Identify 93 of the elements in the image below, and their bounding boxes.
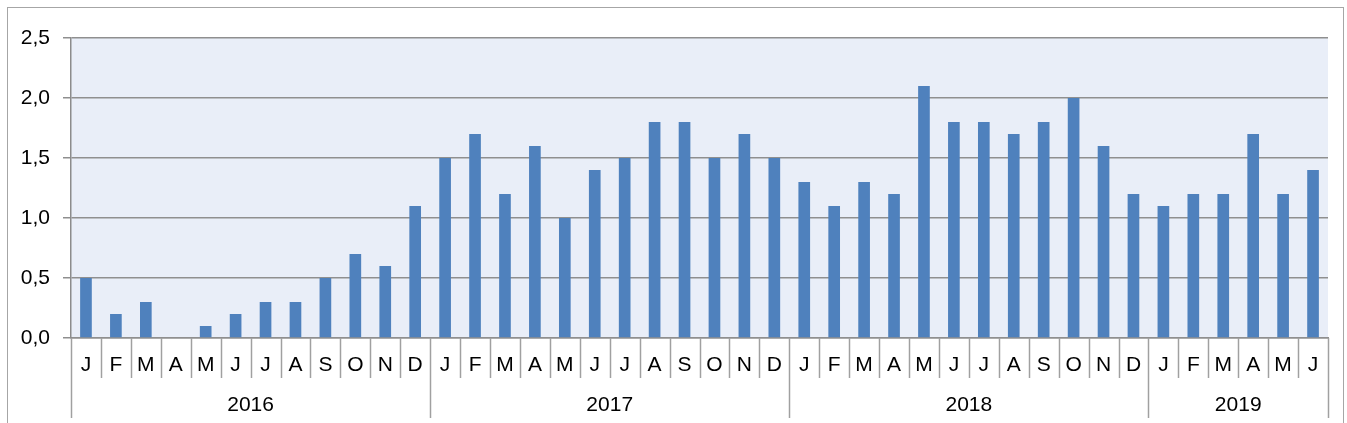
x-tick-label: S: [1036, 352, 1051, 376]
x-tick-label: J: [589, 352, 600, 376]
x-tick-label: F: [468, 352, 482, 376]
bar: [1307, 170, 1319, 338]
x-tick-label: J: [948, 352, 960, 376]
x-tick-label: D: [766, 352, 782, 376]
x-tick-label: M: [1274, 352, 1292, 376]
x-tick-label: J: [619, 352, 630, 376]
x-tick-label: O: [347, 352, 364, 376]
x-tick-label: M: [915, 352, 933, 376]
x-tick-label: J: [799, 352, 810, 376]
bar: [1037, 122, 1050, 338]
bar: [319, 278, 332, 338]
bar: [1007, 134, 1020, 338]
bar: [1217, 194, 1230, 338]
bar: [648, 122, 661, 338]
x-tick-label: A: [527, 352, 542, 376]
bar: [1097, 146, 1110, 338]
text: 2018: [945, 391, 993, 415]
y-tick-label: 0,0: [20, 324, 50, 348]
bar: [229, 314, 242, 338]
bar: [1277, 194, 1289, 338]
bar: [409, 206, 422, 338]
x-tick-label: A: [1246, 352, 1261, 376]
y-tick-label: 1,5: [20, 144, 50, 168]
x-tick-label: J: [260, 352, 271, 376]
x-tick-label: N: [377, 352, 393, 376]
bar: [888, 194, 900, 338]
x-tick-label: F: [1186, 352, 1200, 376]
x-tick-label: F: [109, 352, 123, 376]
y-tick-label: 2,5: [20, 24, 50, 48]
bar: [529, 146, 541, 338]
x-tick-label: J: [1158, 352, 1169, 376]
x-tick-label: J: [439, 352, 451, 376]
bar: [768, 158, 781, 338]
bar: [1157, 206, 1170, 338]
bar: [1187, 194, 1200, 338]
bar: [618, 158, 631, 338]
x-tick-label: N: [1095, 352, 1112, 376]
x-tick-label: M: [137, 352, 155, 376]
text: 2019: [1214, 391, 1262, 415]
bar: [1247, 134, 1260, 338]
bar: [977, 122, 990, 338]
bar: [289, 302, 302, 338]
bar: [828, 206, 841, 338]
x-tick-label: A: [647, 352, 662, 376]
x-tick-label: M: [1214, 352, 1232, 376]
x-tick-label: A: [887, 352, 902, 376]
x-tick-label: A: [1006, 352, 1021, 376]
bar: [1067, 98, 1080, 338]
bar: [798, 182, 811, 338]
bar: [499, 194, 511, 338]
x-tick-label: D: [407, 352, 423, 376]
bar: [349, 254, 362, 338]
x-tick-label: F: [827, 352, 841, 376]
bar: [439, 158, 451, 338]
bar: [80, 278, 92, 338]
x-tick-label: J: [230, 352, 241, 376]
bar: [1127, 194, 1140, 338]
bar: [738, 134, 751, 338]
bar: [678, 122, 691, 338]
x-tick-label: S: [677, 352, 692, 376]
bar: [199, 326, 212, 338]
bar: [558, 218, 571, 338]
x-tick-label: J: [978, 352, 990, 376]
x-tick-label: O: [1065, 352, 1082, 376]
x-tick-label: A: [288, 352, 303, 376]
y-tick-label: 2,0: [20, 84, 50, 108]
bar: [918, 86, 930, 338]
bar: [588, 170, 601, 338]
x-tick-label: M: [196, 352, 215, 376]
bar: [259, 302, 272, 338]
x-tick-label: M: [496, 352, 514, 376]
text: 2016: [227, 391, 274, 415]
x-tick-label: J: [1307, 352, 1319, 376]
bar: [858, 182, 870, 338]
x-tick-label: S: [318, 352, 333, 376]
y-tick-label: 0,5: [20, 264, 50, 288]
x-tick-label: N: [736, 352, 752, 376]
bar: [469, 134, 481, 338]
x-tick-label: M: [855, 352, 873, 376]
x-tick-label: D: [1125, 352, 1142, 376]
y-tick-label: 1,0: [20, 204, 50, 228]
text: 2017: [586, 391, 634, 415]
x-tick-label: M: [556, 352, 574, 376]
x-tick-label: J: [80, 352, 92, 376]
bar: [708, 158, 721, 338]
bar: [139, 302, 152, 338]
bar: [110, 314, 122, 338]
bar: [379, 266, 392, 338]
x-tick-label: O: [706, 352, 723, 376]
x-tick-label: A: [168, 352, 183, 376]
bar: [948, 122, 960, 338]
